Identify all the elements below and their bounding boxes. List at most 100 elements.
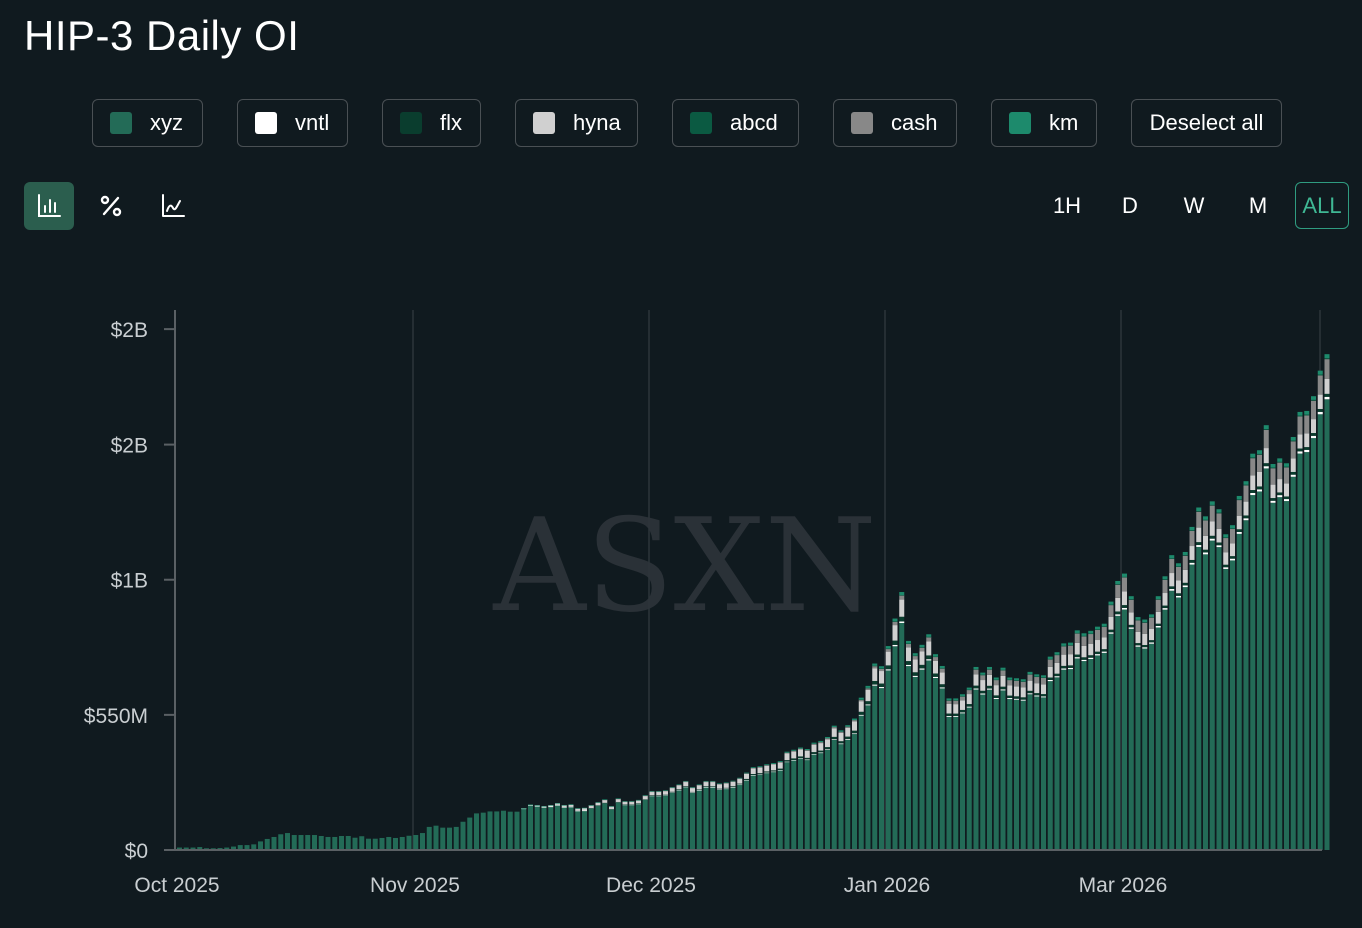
legend-toggle-xyz[interactable]: xyz [92,99,203,147]
bar-segment-cash [1135,620,1141,632]
bar-segment-xyz [1108,633,1114,850]
bar-segment-hyna [939,672,945,685]
bar-segment-xyz [1304,452,1310,850]
legend-toggle-cash[interactable]: cash [833,99,957,147]
bar-segment-vntl [710,787,716,788]
bar-stack [244,845,250,850]
bar-stack [1000,667,1006,850]
bar-segment-xyz [717,789,722,850]
bar-segment-abcd [1290,440,1296,442]
bar-segment-cash [1142,622,1148,634]
bar-segment-cash [818,742,824,744]
legend-toggle-km[interactable]: km [991,99,1097,147]
bar-stack [852,718,857,850]
x-tick-label: Oct 2025 [134,874,219,897]
bar-segment-hyna [838,732,844,742]
legend-toggle-abcd[interactable]: abcd [672,99,799,147]
timeframe-1h[interactable]: 1H [1052,192,1082,218]
bar-segment-flx [1270,498,1276,501]
bar-segment-vntl [521,808,527,810]
bar-segment-vntl [1236,531,1242,534]
bar-segment-flx [744,778,749,780]
bar-segment-flx [906,661,911,665]
bar-stack [480,812,486,850]
bar-segment-hyna [1074,642,1080,655]
legend-toggle-flx[interactable]: flx [382,99,481,147]
timeframe-m[interactable]: M [1248,192,1268,218]
bar-segment-hyna [588,805,594,809]
bar-segment-flx [1317,408,1323,412]
bar-segment-cash [1257,454,1262,472]
bar-segment-cash [1061,646,1067,655]
bar-segment-xyz [352,837,358,850]
bar-segment-vntl [730,787,736,788]
bar-stack [312,835,317,850]
bar-segment-km [939,665,945,669]
bar-segment-km [1149,614,1154,618]
bar-segment-xyz [642,799,648,850]
bar-segment-flx [892,640,898,645]
bar-segment-abcd [973,669,979,670]
timeframe-w[interactable]: W [1183,192,1205,218]
bar-segment-vntl [1007,698,1013,700]
deselect-all-button[interactable]: Deselect all [1131,99,1282,147]
bar-stack [1203,516,1208,850]
bar-stack [345,835,351,850]
bar-segment-abcd [1074,632,1080,634]
bar-segment-km [879,666,884,669]
bar-segment-xyz [345,835,351,850]
bar-stack [332,836,338,850]
bar-segment-hyna [663,790,668,795]
bar-segment-km [1277,458,1283,462]
bar-segment-xyz [521,808,527,850]
bar-segment-xyz [1169,590,1175,850]
timeframe-d[interactable]: D [1122,192,1138,218]
bar-segment-hyna [1250,475,1256,491]
bar-segment-cash [609,806,614,807]
bar-segment-flx [1128,624,1134,628]
bar-segment-cash [885,648,891,652]
bar-segment-xyz [1290,476,1296,850]
bar-segment-hyna [1182,569,1188,583]
legend-toggle-vntl[interactable]: vntl [237,99,348,147]
bar-segment-km [656,791,662,792]
timeframe-all[interactable]: ALL [1295,182,1349,229]
bar-segment-cash [1000,670,1006,676]
bar-segment-km [1250,453,1256,458]
bar-segment-xyz [413,835,419,850]
bar-segment-vntl [899,621,905,623]
bar-stack [366,838,371,850]
bar-segment-xyz [1135,646,1141,850]
legend-toggle-hyna[interactable]: hyna [515,99,638,147]
percent-view-button[interactable] [88,182,134,230]
bar-stack [285,833,290,850]
bar-segment-vntl [615,802,621,803]
bar-segment-xyz [838,744,844,850]
bar-segment-xyz [1311,438,1316,850]
bar-stack [1263,425,1269,850]
bar-segment-km [1304,410,1310,415]
line-view-button[interactable] [150,182,196,230]
bar-segment-abcd [1041,677,1046,679]
bar-segment-km [1108,601,1114,605]
bar-segment-km [548,805,554,806]
bar-segment-vntl [1317,411,1323,415]
bar-segment-km [750,767,756,769]
bar-segment-xyz [372,838,378,850]
bar-segment-xyz [541,807,547,850]
bar-segment-vntl [872,684,878,686]
bar-stack [811,742,817,850]
bar-segment-hyna [1041,684,1046,695]
bar-view-button[interactable] [24,182,74,230]
bar-segment-xyz [224,847,230,850]
bar-segment-abcd [966,689,972,691]
bar-segment-vntl [717,789,722,790]
bar-segment-xyz [892,646,898,850]
bar-segment-hyna [629,801,635,805]
bar-segment-abcd [912,655,918,657]
bar-segment-xyz [602,803,608,850]
bar-segment-km [858,697,864,700]
bar-segment-abcd [1000,669,1006,671]
bar-segment-xyz [575,810,581,850]
bar-segment-flx [1155,623,1161,627]
